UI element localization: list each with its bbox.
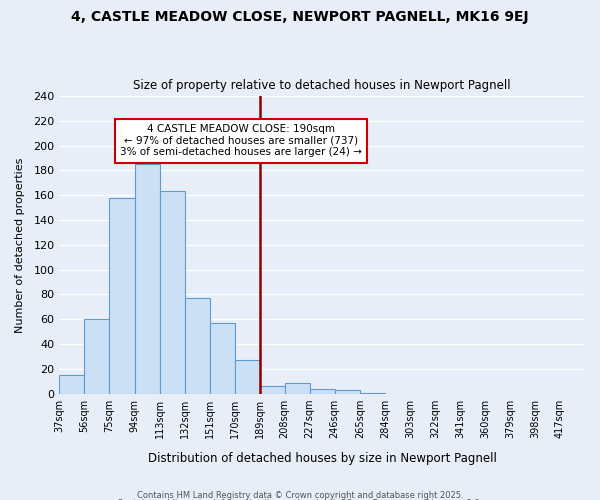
- Bar: [335, 390, 360, 394]
- Bar: [260, 386, 284, 394]
- X-axis label: Distribution of detached houses by size in Newport Pagnell: Distribution of detached houses by size …: [148, 452, 497, 465]
- Bar: [160, 192, 185, 394]
- Bar: [284, 382, 310, 394]
- Y-axis label: Number of detached properties: Number of detached properties: [15, 157, 25, 332]
- Bar: [360, 392, 385, 394]
- Text: 4 CASTLE MEADOW CLOSE: 190sqm
← 97% of detached houses are smaller (737)
3% of s: 4 CASTLE MEADOW CLOSE: 190sqm ← 97% of d…: [120, 124, 362, 158]
- Bar: [235, 360, 260, 394]
- Text: Contains public sector information licensed under the Open Government Licence v3: Contains public sector information licen…: [118, 499, 482, 500]
- Title: Size of property relative to detached houses in Newport Pagnell: Size of property relative to detached ho…: [133, 79, 511, 92]
- Bar: [85, 320, 109, 394]
- Bar: [209, 323, 235, 394]
- Bar: [134, 164, 160, 394]
- Bar: [59, 375, 85, 394]
- Text: 4, CASTLE MEADOW CLOSE, NEWPORT PAGNELL, MK16 9EJ: 4, CASTLE MEADOW CLOSE, NEWPORT PAGNELL,…: [71, 10, 529, 24]
- Bar: [185, 298, 209, 394]
- Bar: [310, 389, 335, 394]
- Text: Contains HM Land Registry data © Crown copyright and database right 2025.: Contains HM Land Registry data © Crown c…: [137, 490, 463, 500]
- Bar: [109, 198, 134, 394]
